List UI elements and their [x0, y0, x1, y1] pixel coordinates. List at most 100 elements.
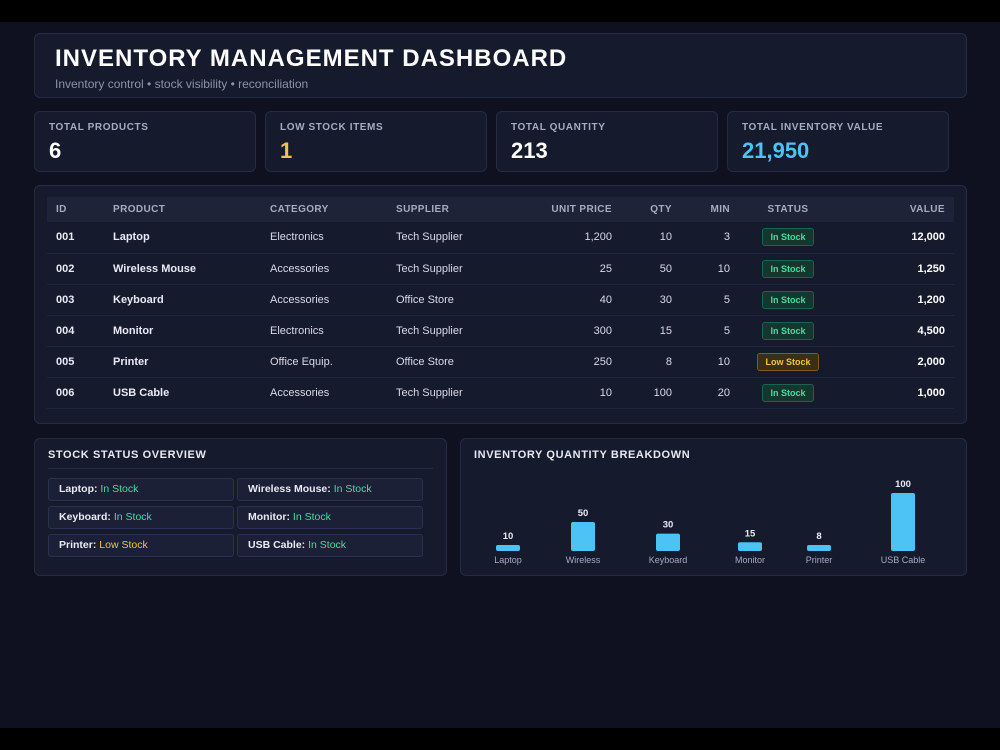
bar-value-label: 100: [895, 479, 911, 490]
cell-id: 004: [47, 315, 104, 347]
cell-supplier: Office Store: [387, 284, 507, 316]
cell-unit-price: 40: [507, 284, 621, 316]
cell-unit-price: 250: [507, 346, 621, 378]
cell-category: Electronics: [261, 222, 387, 254]
cell-qty: 8: [621, 346, 681, 378]
status-badge: In Stock: [762, 228, 814, 247]
bar-printer: [807, 545, 831, 551]
status-item-name: USB Cable:: [248, 539, 306, 551]
table-row[interactable]: 001 Laptop Electronics Tech Supplier 1,2…: [47, 222, 954, 254]
cell-qty: 50: [621, 253, 681, 285]
bar-value-label: 10: [503, 531, 514, 542]
inventory-table: ID PRODUCT CATEGORY SUPPLIER UNIT PRICE …: [47, 197, 954, 409]
cell-id: 003: [47, 284, 104, 316]
stat-label: TOTAL INVENTORY VALUE: [742, 122, 884, 133]
column-header-unit-price[interactable]: UNIT PRICE: [551, 204, 612, 215]
dashboard-header: INVENTORY MANAGEMENT DASHBOARD Inventory…: [34, 33, 967, 98]
cell-category: Accessories: [261, 377, 387, 409]
cell-status: In Stock: [739, 253, 837, 285]
cell-value: 2,000: [837, 346, 954, 378]
table-row[interactable]: 003 Keyboard Accessories Office Store 40…: [47, 284, 954, 316]
inventory-quantity-chart-panel: INVENTORY QUANTITY BREAKDOWN 10 Laptop 50 W…: [460, 438, 967, 576]
inventory-table-panel: ID PRODUCT CATEGORY SUPPLIER UNIT PRICE …: [34, 185, 967, 424]
quantity-bar-chart: 10 Laptop 50 Wireless 30 Keyboard 15 Monitor 8 Pr…: [494, 479, 926, 565]
cell-qty: 30: [621, 284, 681, 316]
status-item-name: Monitor:: [248, 511, 290, 523]
cell-category: Office Equip.: [261, 346, 387, 378]
cell-value: 1,000: [837, 377, 954, 409]
status-badge: In Stock: [762, 321, 814, 340]
status-badge: In Stock: [762, 290, 814, 309]
status-item-status: In Stock: [100, 483, 139, 495]
stat-card-total-value: TOTAL INVENTORY VALUE 21,950: [727, 111, 949, 172]
cell-value: 4,500: [837, 315, 954, 347]
status-item-status: Low Stock: [99, 539, 148, 551]
stat-card-total-products: TOTAL PRODUCTS 6: [34, 111, 256, 172]
stat-label: LOW STOCK ITEMS: [280, 122, 384, 133]
status-grid: Laptop: In Stock Wireless Mouse: In Stoc…: [48, 478, 433, 557]
bar-usb-cable: [891, 493, 915, 551]
cell-qty: 15: [621, 315, 681, 347]
table-row[interactable]: 005 Printer Office Equip. Office Store 2…: [47, 346, 954, 378]
status-item-name: Laptop:: [59, 483, 98, 495]
stat-value: 1: [280, 138, 293, 163]
status-item: Keyboard: In Stock: [48, 506, 234, 529]
category-label: Laptop: [494, 555, 522, 565]
status-badge: Low Stock: [757, 352, 819, 371]
bar-monitor: [738, 542, 762, 551]
bar-value-label: 15: [745, 528, 756, 539]
column-header-product[interactable]: PRODUCT: [113, 204, 166, 215]
status-item: Laptop: In Stock: [48, 478, 234, 501]
column-header-min[interactable]: MIN: [710, 204, 730, 215]
stat-card-total-quantity: TOTAL QUANTITY 213: [496, 111, 718, 172]
section-title: STOCK STATUS OVERVIEW: [48, 449, 433, 469]
cell-min: 10: [681, 253, 739, 285]
status-badge: In Stock: [762, 259, 814, 278]
cell-min: 20: [681, 377, 739, 409]
cell-min: 5: [681, 284, 739, 316]
stat-value: 21,950: [742, 138, 810, 163]
cell-unit-price: 1,200: [507, 222, 621, 254]
bar-wireless: [571, 522, 595, 551]
table-row[interactable]: 002 Wireless Mouse Accessories Tech Supp…: [47, 253, 954, 285]
cell-status: Low Stock: [739, 346, 837, 378]
cell-unit-price: 25: [507, 253, 621, 285]
cell-value: 1,200: [837, 284, 954, 316]
status-item: Printer: Low Stock: [48, 534, 234, 557]
table-row[interactable]: 004 Monitor Electronics Tech Supplier 30…: [47, 315, 954, 347]
cell-product: Wireless Mouse: [104, 253, 261, 285]
cell-min: 5: [681, 315, 739, 347]
cell-id: 001: [47, 222, 104, 254]
column-header-category[interactable]: CATEGORY: [270, 204, 329, 215]
cell-product: Keyboard: [104, 284, 261, 316]
cell-unit-price: 300: [507, 315, 621, 347]
cell-product: USB Cable: [104, 377, 261, 409]
column-header-qty[interactable]: QTY: [650, 204, 672, 215]
cell-id: 002: [47, 253, 104, 285]
bar-value-label: 8: [816, 531, 821, 542]
cell-qty: 100: [621, 377, 681, 409]
cell-supplier: Tech Supplier: [387, 253, 507, 285]
column-header-value[interactable]: VALUE: [909, 204, 945, 215]
bar-keyboard: [656, 533, 680, 551]
category-label: USB Cable: [881, 555, 926, 565]
cell-status: In Stock: [739, 284, 837, 316]
table-header-row: ID PRODUCT CATEGORY SUPPLIER UNIT PRICE …: [47, 197, 954, 222]
cell-category: Accessories: [261, 284, 387, 316]
letterbox-bottom: [0, 728, 1000, 750]
category-label: Keyboard: [649, 555, 688, 565]
column-header-supplier[interactable]: SUPPLIER: [396, 204, 450, 215]
cell-supplier: Tech Supplier: [387, 222, 507, 254]
column-header-status[interactable]: STATUS: [767, 204, 809, 215]
letterbox-top: [0, 0, 1000, 22]
status-badge: In Stock: [762, 383, 814, 402]
cell-status: In Stock: [739, 315, 837, 347]
table-row[interactable]: 006 USB Cable Accessories Tech Supplier …: [47, 377, 954, 409]
stat-value: 6: [49, 138, 62, 163]
column-header-id[interactable]: ID: [56, 204, 67, 215]
status-item-status: In Stock: [113, 511, 152, 523]
cell-status: In Stock: [739, 222, 837, 254]
category-label: Monitor: [735, 555, 765, 565]
cell-value: 12,000: [837, 222, 954, 254]
cell-unit-price: 10: [507, 377, 621, 409]
